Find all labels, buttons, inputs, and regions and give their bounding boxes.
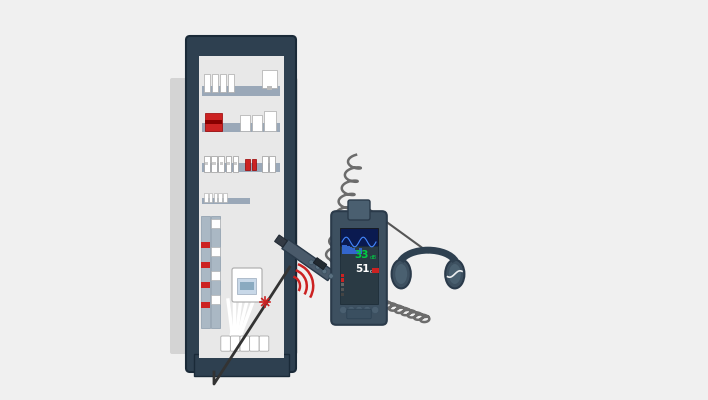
Bar [344, 245, 347, 254]
Bar [349, 247, 352, 254]
FancyBboxPatch shape [186, 36, 296, 372]
Bar [352, 248, 355, 254]
Bar [202, 86, 280, 96]
Text: 33: 33 [355, 250, 370, 260]
Bar [218, 193, 222, 202]
Bar [227, 162, 230, 165]
Circle shape [364, 306, 371, 314]
Bar [341, 278, 343, 282]
Polygon shape [275, 235, 287, 247]
Bar [219, 162, 223, 165]
FancyBboxPatch shape [250, 336, 259, 351]
Bar [209, 193, 212, 202]
Bar [262, 70, 278, 88]
Ellipse shape [395, 264, 407, 284]
Bar [240, 115, 250, 131]
Bar [201, 302, 210, 308]
FancyBboxPatch shape [272, 78, 298, 354]
Bar [201, 262, 210, 268]
Text: dB: dB [370, 255, 377, 260]
Circle shape [355, 306, 362, 314]
Text: 51: 51 [355, 264, 370, 274]
Bar [202, 163, 280, 172]
Circle shape [316, 264, 320, 269]
Bar [347, 246, 350, 254]
Bar [341, 283, 343, 286]
Bar [341, 293, 343, 296]
Bar [211, 271, 220, 280]
Circle shape [340, 306, 347, 314]
Bar [194, 354, 289, 376]
Bar [204, 74, 210, 92]
Bar [202, 123, 280, 132]
Bar [223, 193, 227, 202]
FancyBboxPatch shape [331, 211, 387, 325]
FancyBboxPatch shape [259, 336, 269, 351]
Bar [233, 156, 239, 172]
Bar [341, 288, 343, 291]
Bar [269, 156, 275, 172]
Bar [340, 228, 378, 256]
FancyBboxPatch shape [170, 78, 196, 354]
Ellipse shape [449, 264, 461, 284]
Circle shape [372, 306, 379, 314]
Bar [372, 268, 379, 273]
Bar [251, 159, 256, 170]
Circle shape [329, 274, 333, 278]
Polygon shape [314, 258, 327, 270]
Bar [204, 156, 210, 172]
Bar [262, 156, 268, 172]
Bar [228, 74, 234, 92]
Bar [211, 219, 220, 228]
Polygon shape [282, 239, 334, 281]
Bar [240, 282, 253, 290]
Bar [354, 250, 357, 254]
Bar [357, 250, 360, 254]
Bar [267, 86, 273, 90]
FancyBboxPatch shape [232, 268, 262, 302]
Bar [204, 193, 207, 202]
Text: dB: dB [370, 269, 377, 274]
Bar [212, 74, 218, 92]
Bar [220, 74, 227, 92]
Bar [212, 162, 216, 165]
Bar [359, 248, 362, 254]
Bar [202, 198, 250, 204]
Bar [245, 159, 250, 170]
Circle shape [348, 306, 355, 314]
Bar [341, 274, 343, 277]
Bar [340, 246, 378, 304]
Bar [199, 56, 284, 358]
Bar [211, 156, 217, 172]
Bar [264, 111, 276, 131]
Bar [201, 242, 210, 248]
Bar [226, 156, 232, 172]
FancyBboxPatch shape [240, 336, 250, 351]
Bar [211, 295, 220, 304]
Bar [201, 282, 210, 288]
FancyBboxPatch shape [348, 200, 370, 220]
Bar [205, 120, 222, 124]
Bar [252, 115, 262, 131]
Bar [201, 216, 210, 328]
FancyBboxPatch shape [347, 309, 371, 319]
Bar [237, 278, 256, 294]
Circle shape [322, 269, 327, 274]
Bar [342, 245, 345, 254]
Bar [211, 247, 220, 256]
Ellipse shape [392, 260, 411, 288]
Bar [211, 216, 220, 328]
Bar [234, 162, 237, 165]
Circle shape [309, 260, 314, 265]
Bar [205, 162, 208, 165]
FancyBboxPatch shape [221, 336, 230, 351]
FancyBboxPatch shape [230, 336, 240, 351]
Bar [214, 193, 217, 202]
Bar [205, 113, 222, 131]
Ellipse shape [445, 260, 464, 288]
Bar [218, 156, 224, 172]
